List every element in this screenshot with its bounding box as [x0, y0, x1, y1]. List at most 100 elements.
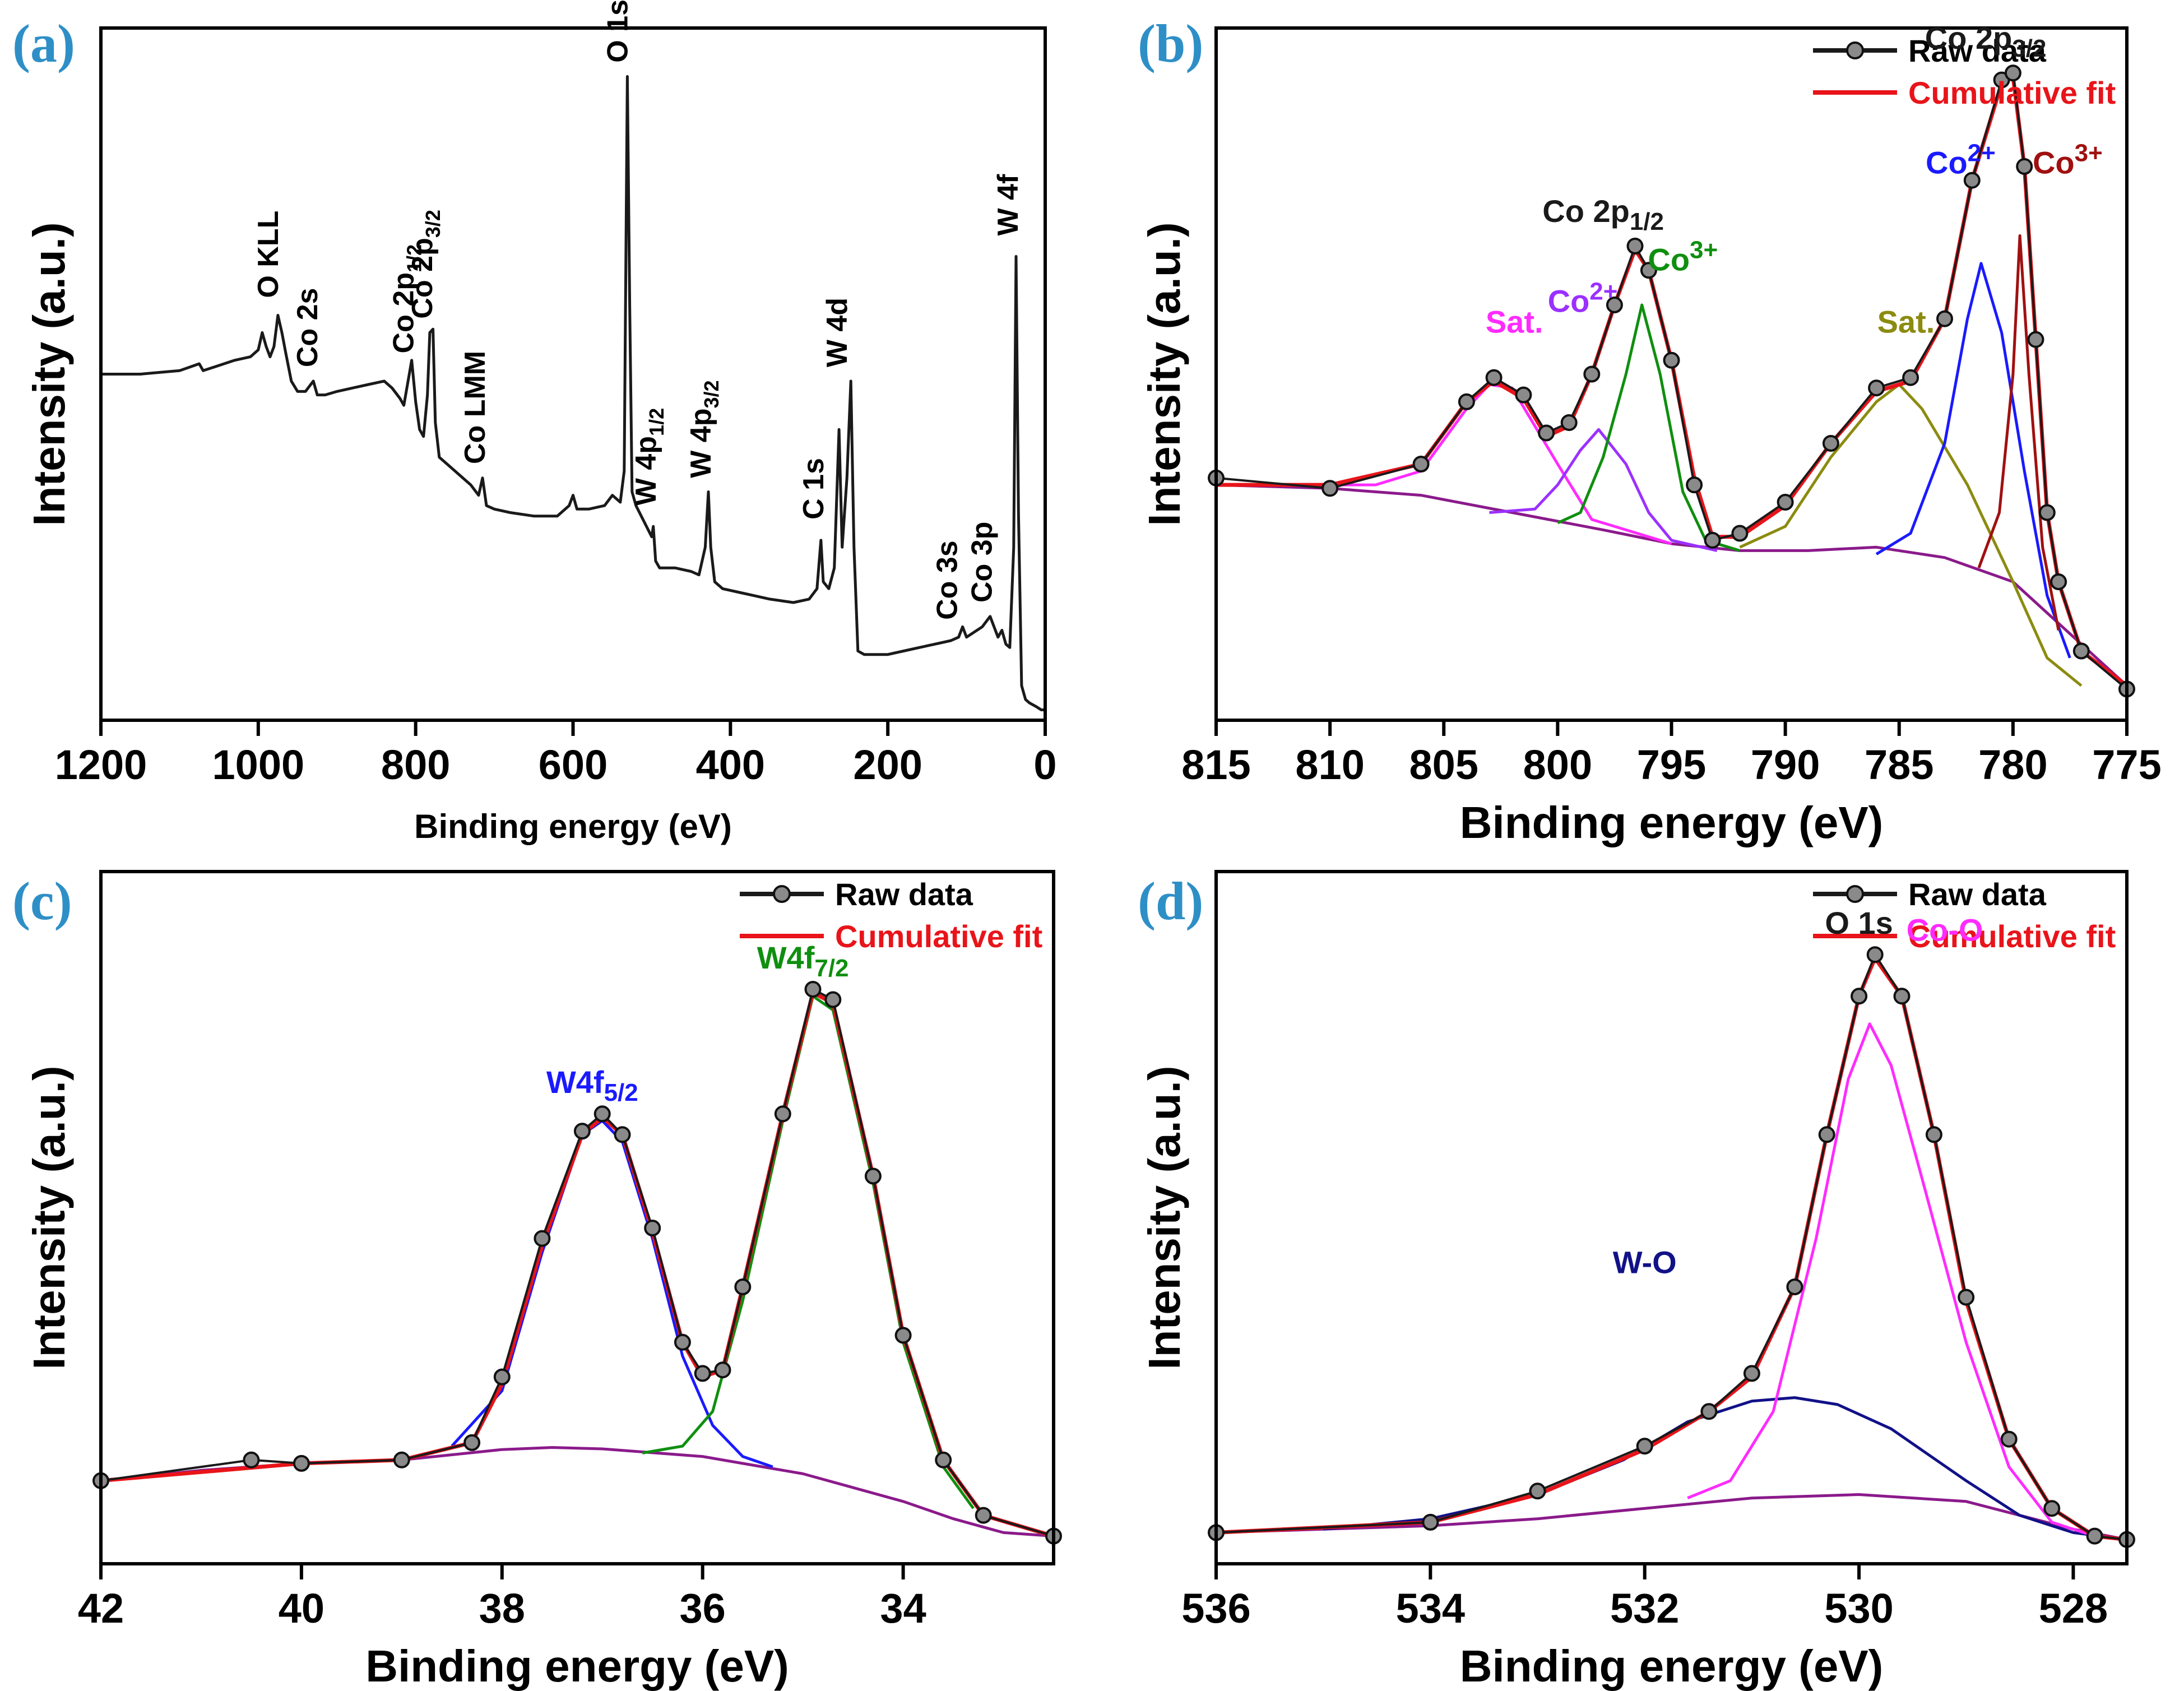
- raw-point-c-10: [644, 1220, 661, 1236]
- panel-b: 815 810 805 800 795 790 785 780 775 Binding energ…: [1138, 13, 2162, 847]
- x-tick-label-a-2: 800: [381, 742, 450, 788]
- annotation-a-8: C 1s: [797, 458, 830, 520]
- annotation-a-12: W 4f: [992, 174, 1024, 235]
- series-b-1: [1216, 383, 1672, 545]
- raw-point-d-15: [2086, 1527, 2103, 1545]
- annotation-a-6: W 4p1/2: [630, 408, 668, 506]
- annotation-b-1: Co 2p1/2: [1542, 193, 1664, 235]
- x-tick-label-b-8: 775: [2092, 742, 2161, 788]
- axes-frame-a: [99, 26, 1047, 722]
- series-d-2: [1687, 1022, 2095, 1537]
- raw-point-c-7: [573, 1123, 591, 1140]
- panel-a: 1200 1000 800 600 400 200 0 Binding energy (eV)…: [12, 0, 1057, 845]
- panel-label-a: (a): [12, 13, 75, 73]
- raw-point-b-19: [1902, 369, 1919, 386]
- raw-point-c-13: [714, 1361, 731, 1379]
- raw-point-d-2: [1529, 1482, 1546, 1500]
- x-tick-label-a-0: 1200: [55, 742, 147, 788]
- annotation-a-11: Co 3p: [966, 522, 999, 603]
- raw-point-c-18: [864, 1168, 882, 1185]
- legend-label-c-0: Raw data: [835, 877, 973, 912]
- raw-point-d-7: [1818, 1126, 1835, 1143]
- annotation-b-0: Co 2p3/2: [1925, 20, 2047, 62]
- raw-point-c-12: [694, 1365, 711, 1382]
- x-tick-label-a-3: 600: [539, 742, 608, 788]
- raw-point-b-27: [2050, 573, 2067, 590]
- raw-point-b-13: [1686, 476, 1703, 494]
- annotation-b-3: Co3+: [2033, 139, 2103, 180]
- x-tick-label-d-2: 532: [1610, 1585, 1679, 1632]
- x-tick-label-a-1: 1000: [212, 742, 305, 788]
- raw-point-d-8: [1851, 988, 1868, 1005]
- annotation-a-5: O 1s: [601, 0, 634, 63]
- annotation-b-4: Sat.: [1486, 304, 1543, 339]
- x-tick-label-d-1: 534: [1396, 1585, 1465, 1632]
- raw-point-c-2: [293, 1454, 310, 1472]
- raw-point-b-11: [1640, 262, 1657, 279]
- annotation-c-0: W4f5/2: [546, 1064, 638, 1106]
- raw-point-c-5: [493, 1368, 511, 1386]
- raw-point-d-3: [1636, 1438, 1653, 1455]
- annotation-a-0: O KLL: [252, 211, 285, 298]
- raw-point-d-9: [1866, 946, 1884, 963]
- annotation-b-5: Co2+: [1548, 277, 1618, 318]
- raw-point-d-11: [1925, 1126, 1942, 1143]
- raw-point-b-15: [1731, 525, 1749, 542]
- raw-point-b-2: [1412, 456, 1430, 472]
- x-tick-label-a-5: 200: [853, 742, 922, 788]
- raw-point-d-14: [2043, 1500, 2061, 1517]
- raw-point-b-26: [2038, 504, 2056, 521]
- series-b-4: [1739, 383, 2083, 687]
- axes-frame-c: [99, 870, 1055, 1565]
- series-a-0: [101, 75, 1045, 711]
- x-tick-label-d-3: 530: [1824, 1585, 1893, 1632]
- panel-c: 42 40 38 36 34 Binding energy (eV) Intensity (…: [12, 870, 1062, 1691]
- raw-point-c-19: [894, 1327, 912, 1344]
- annotation-a-10: Co 3s: [931, 540, 964, 620]
- annotation-a-4: Co LMM: [459, 351, 491, 464]
- raw-point-c-9: [614, 1126, 631, 1143]
- legend-marker-b-0: [1846, 41, 1864, 59]
- series-b-6: [1977, 234, 2060, 631]
- raw-point-b-10: [1626, 238, 1644, 254]
- legend-label-b-1: Cumulative fit: [1908, 75, 2116, 110]
- series-d-0: [1216, 1493, 2127, 1541]
- x-tick-label-d-4: 528: [2039, 1585, 2108, 1632]
- x-tick-label-b-5: 790: [1751, 742, 1820, 788]
- annotation-d-0: O 1s: [1825, 905, 1893, 941]
- raw-point-d-1: [1422, 1513, 1439, 1531]
- raw-point-b-23: [2004, 64, 2021, 82]
- y-axis-label-a: Intensity (a.u.): [24, 222, 74, 526]
- raw-point-c-11: [674, 1333, 691, 1351]
- raw-point-b-14: [1704, 531, 1721, 549]
- panel-label-b: (b): [1138, 13, 1203, 73]
- raw-point-b-28: [2072, 642, 2090, 660]
- series-b-7: [1216, 75, 2129, 688]
- x-tick-label-a-6: 0: [1033, 742, 1056, 788]
- x-tick-label-a-4: 400: [696, 742, 765, 788]
- raw-point-b-25: [2027, 331, 2044, 348]
- legend-marker-d-0: [1846, 885, 1864, 903]
- x-tick-label-c-1: 40: [279, 1585, 324, 1632]
- x-tick-label-d-0: 536: [1181, 1585, 1250, 1632]
- x-axis-label-b: Binding energy (eV): [1460, 798, 1884, 847]
- raw-point-d-10: [1893, 988, 1911, 1005]
- annotation-c-1: W4f7/2: [757, 940, 849, 982]
- annotation-a-1: Co 2s: [291, 288, 324, 368]
- raw-point-c-6: [534, 1230, 551, 1247]
- annotation-b-6: Co3+: [1648, 236, 1718, 277]
- x-tick-label-c-4: 34: [880, 1585, 926, 1632]
- raw-point-c-15: [774, 1105, 791, 1123]
- raw-point-b-16: [1777, 494, 1794, 511]
- x-tick-label-b-0: 815: [1181, 742, 1250, 788]
- raw-point-d-6: [1786, 1278, 1803, 1295]
- raw-point-b-20: [1936, 310, 1953, 327]
- raw-point-b-7: [1560, 414, 1578, 431]
- annotation-a-3: Co 2p3/2: [406, 210, 444, 319]
- raw-point-b-12: [1663, 351, 1680, 369]
- series-b-5: [1875, 262, 2071, 659]
- raw-point-b-5: [1515, 386, 1532, 404]
- raw-point-c-21: [975, 1507, 992, 1524]
- axes-frame-d: [1214, 870, 2129, 1565]
